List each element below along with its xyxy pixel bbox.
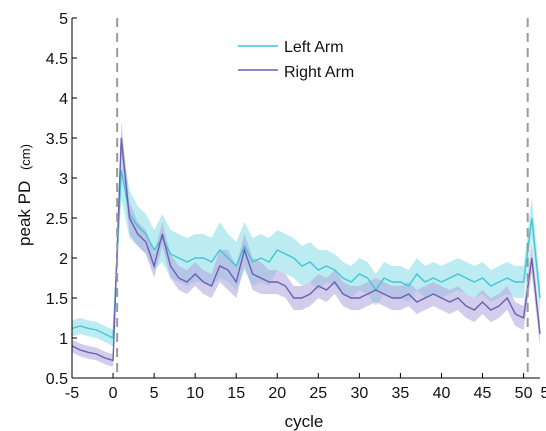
- x-tick-label: 40: [433, 385, 451, 402]
- legend-label-right-arm: Right Arm: [284, 64, 354, 81]
- y-tick-label: 2.5: [46, 211, 68, 228]
- x-tick-label: 10: [186, 385, 204, 402]
- x-tick-label: 15: [227, 385, 245, 402]
- confidence-bands: [72, 122, 540, 367]
- legend: Left Arm Right Arm: [238, 39, 354, 81]
- y-tick-label: 5: [59, 11, 68, 28]
- x-tick-label: 5: [150, 385, 159, 402]
- y-tick-label: 0.5: [46, 371, 68, 388]
- line-left-arm: [71, 169, 541, 340]
- x-tick-label: 35: [392, 385, 410, 402]
- y-tick-label: 2: [59, 251, 68, 268]
- y-tick-label: 4.5: [46, 51, 68, 68]
- y-tick-label: 1.5: [46, 291, 68, 308]
- x-axis-label: cycle: [285, 412, 324, 431]
- axes: [71, 18, 540, 379]
- legend-label-left-arm: Left Arm: [284, 39, 344, 56]
- x-tick-label: 50: [515, 385, 533, 402]
- x-tick-label-right: 5: [541, 385, 546, 402]
- y-tick-label: 1: [59, 331, 68, 348]
- y-tick-label: 3: [59, 171, 68, 188]
- vertical-markers: [116, 18, 529, 378]
- series-lines: [71, 137, 541, 362]
- svg-text:peak PD (cm): peak PD (cm): [15, 144, 34, 246]
- band-right-arm: [72, 122, 540, 367]
- x-tick-label: 0: [109, 385, 118, 402]
- y-axis-label-main: peak PD: [15, 181, 34, 246]
- x-tick-label: -5: [65, 385, 79, 402]
- line-right-arm: [71, 137, 541, 362]
- y-tick-label: 4: [59, 91, 68, 108]
- y-axis-label-unit: (cm): [18, 144, 33, 170]
- y-axis-label: peak PD (cm): [15, 144, 34, 246]
- x-tick-label: 30: [350, 385, 368, 402]
- x-tick-label: 20: [268, 385, 286, 402]
- x-tick-label: 45: [474, 385, 492, 402]
- x-tick-label: 25: [309, 385, 327, 402]
- y-tick-label: 3.5: [46, 131, 68, 148]
- ticks: -5 0 5 10 15 20 25 30 35 40 45 50 5 0.5 1 1.5 2 2.5 3 3.5 4 4…: [46, 11, 546, 402]
